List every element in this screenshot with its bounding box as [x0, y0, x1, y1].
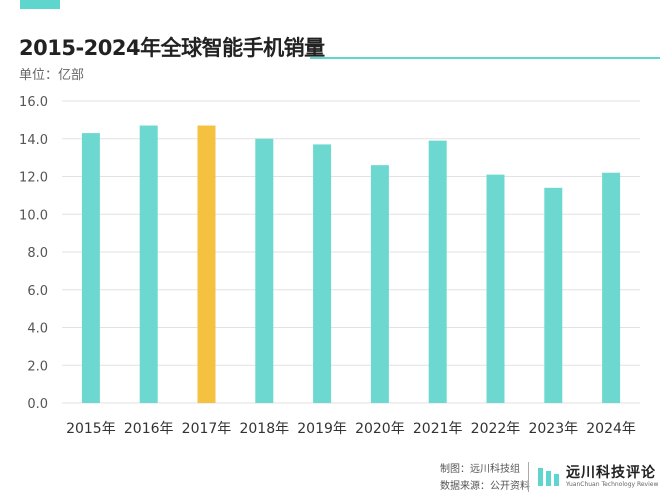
grid-lines — [62, 100, 640, 404]
bar-2015年 — [81, 133, 100, 403]
bar-2017年 — [197, 125, 216, 403]
bar-2023年 — [544, 187, 563, 403]
bar-2022年 — [486, 174, 505, 403]
brand-logo-icon — [538, 468, 559, 486]
header-accent-tab — [20, 0, 60, 9]
chart-title: 2015-2024年全球智能手机销量 — [19, 36, 325, 60]
brand-subtitle: YuanChuan Technology Review — [566, 481, 659, 488]
y-tick-label: 12.0 — [19, 171, 48, 186]
bar-2016年 — [139, 125, 158, 403]
x-axis-ticks: 2015年 2016年 2017年 2018年 2019年 2020年 2021年 2022年… — [66, 421, 636, 437]
y-tick-label: 8.0 — [27, 246, 48, 261]
x-tick-label: 2018年 — [239, 421, 289, 437]
bars — [81, 125, 621, 403]
y-tick-label: 16.0 — [19, 95, 48, 110]
y-axis-ticks: 0.0 2.0 4.0 6.0 8.0 10.0 12.0 14.0 16.0 — [19, 95, 48, 412]
credit-line: 制图：远川科技组 — [440, 464, 520, 475]
source-line: 数据来源：公开资料 — [440, 481, 530, 492]
bar-2019年 — [313, 144, 332, 403]
x-tick-label: 2024年 — [586, 421, 636, 437]
bar-2018年 — [255, 138, 274, 403]
y-tick-label: 14.0 — [19, 133, 48, 148]
y-tick-label: 2.0 — [27, 359, 48, 374]
x-tick-label: 2017年 — [182, 421, 232, 437]
x-tick-label: 2019年 — [297, 421, 347, 437]
footer-divider — [528, 462, 529, 492]
x-tick-label: 2021年 — [413, 421, 463, 437]
bar-2021年 — [428, 140, 447, 403]
brand-name: 远川科技评论 — [566, 465, 656, 481]
y-tick-label: 4.0 — [27, 322, 48, 337]
x-tick-label: 2022年 — [471, 421, 521, 437]
unit-label: 单位：亿部 — [19, 68, 85, 83]
title-rule — [310, 57, 660, 59]
x-tick-label: 2016年 — [124, 421, 174, 437]
y-tick-label: 0.0 — [27, 397, 48, 412]
x-tick-label: 2015年 — [66, 421, 116, 437]
x-tick-label: 2023年 — [528, 421, 578, 437]
y-tick-label: 6.0 — [27, 284, 48, 299]
footer-credit: 制图：远川科技组 数据来源：公开资料 — [440, 461, 530, 495]
bar-2020年 — [370, 165, 389, 403]
y-tick-label: 10.0 — [19, 208, 48, 223]
bar-2024年 — [602, 172, 621, 403]
x-tick-label: 2020年 — [355, 421, 405, 437]
